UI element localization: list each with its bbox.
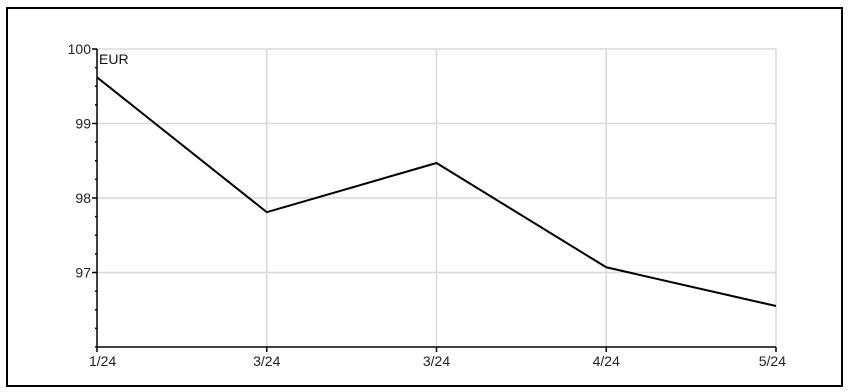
y-tick-label: 97 (75, 265, 91, 281)
y-tick-label: 98 (75, 190, 91, 206)
x-tick-label: 1/24 (89, 353, 116, 369)
x-tick-label: 3/24 (253, 353, 280, 369)
x-tick-label: 5/24 (759, 353, 786, 369)
chart-frame: 97 98 99 100 1/24 3/24 3/24 4/24 5/24 EUR (6, 7, 843, 387)
line-chart: 97 98 99 100 1/24 3/24 3/24 4/24 5/24 EUR (8, 9, 850, 392)
grid-lines (97, 49, 776, 347)
axis-ticks (92, 49, 776, 352)
tick-labels: 97 98 99 100 1/24 3/24 3/24 4/24 5/24 (68, 41, 787, 369)
y-unit-label: EUR (99, 51, 129, 67)
y-tick-label: 99 (75, 116, 91, 132)
x-tick-label: 4/24 (593, 353, 620, 369)
y-tick-label: 100 (68, 41, 92, 57)
x-tick-label: 3/24 (423, 353, 450, 369)
